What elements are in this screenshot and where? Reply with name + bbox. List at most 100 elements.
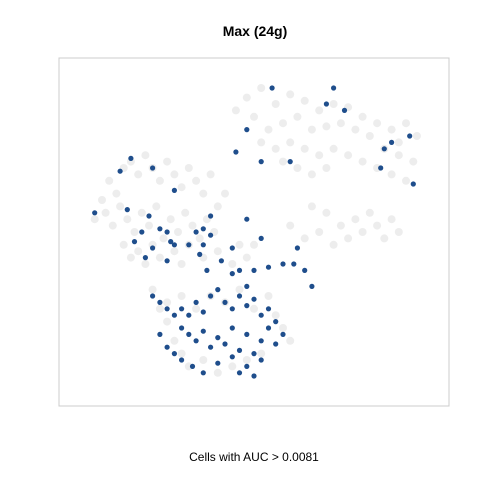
data-point — [389, 139, 395, 145]
data-point — [164, 344, 170, 350]
data-point — [141, 260, 150, 268]
data-point — [380, 234, 389, 243]
data-point — [208, 232, 214, 238]
data-point — [105, 176, 114, 185]
data-point — [286, 336, 295, 345]
data-point — [242, 253, 251, 262]
data-point — [329, 144, 338, 153]
data-point — [195, 234, 204, 243]
data-point — [164, 229, 170, 235]
data-point — [208, 293, 214, 299]
data-point — [128, 155, 134, 161]
data-point — [177, 260, 186, 268]
data-point — [150, 245, 156, 251]
data-point — [323, 101, 329, 107]
data-point — [231, 106, 240, 115]
data-point — [251, 351, 257, 357]
data-point — [163, 157, 172, 166]
data-point — [273, 341, 279, 347]
data-point — [90, 215, 99, 224]
data-point — [258, 357, 264, 363]
data-point — [250, 304, 258, 313]
data-point — [188, 221, 197, 230]
data-point — [258, 235, 264, 241]
data-point — [244, 331, 250, 337]
data-point — [271, 100, 280, 108]
data-point — [300, 234, 309, 243]
data-point — [213, 247, 222, 256]
data-point — [112, 189, 121, 198]
data-point — [341, 107, 348, 113]
data-point — [177, 292, 186, 300]
data-point — [186, 331, 192, 337]
data-point — [251, 373, 257, 379]
data-point — [271, 144, 280, 153]
data-point — [215, 335, 221, 341]
data-point — [222, 299, 228, 305]
data-point — [228, 362, 237, 371]
data-point — [145, 221, 153, 230]
data-point — [200, 242, 206, 248]
data-point — [235, 285, 244, 294]
data-point — [365, 208, 374, 217]
data-point — [170, 170, 179, 179]
data-point — [315, 106, 324, 115]
data-point — [257, 138, 266, 147]
data-point — [280, 331, 286, 337]
data-point — [329, 100, 338, 108]
data-point — [287, 159, 293, 165]
data-point — [265, 306, 272, 312]
data-point — [412, 132, 421, 140]
data-point — [229, 354, 235, 360]
data-point — [286, 90, 295, 99]
data-point — [171, 242, 177, 248]
data-point — [251, 267, 257, 273]
data-point — [200, 328, 206, 334]
data-point — [192, 176, 201, 185]
data-point — [186, 242, 192, 248]
data-point — [152, 202, 161, 211]
data-point — [329, 240, 338, 249]
data-point — [394, 151, 403, 160]
data-point — [242, 93, 251, 102]
data-point — [163, 317, 172, 326]
plot-panel — [58, 57, 450, 407]
data-point — [235, 240, 244, 249]
x-axis-label: Cells with AUC > 0.0081 — [189, 450, 319, 464]
data-point — [215, 360, 221, 366]
data-point — [200, 309, 206, 315]
data-point — [116, 202, 125, 211]
data-point — [387, 215, 396, 224]
data-point — [150, 165, 156, 171]
data-point — [159, 234, 168, 243]
data-point — [236, 267, 243, 273]
data-point — [193, 299, 199, 305]
data-point — [193, 229, 199, 235]
data-point — [322, 208, 331, 217]
data-point — [184, 164, 193, 172]
data-point — [117, 168, 123, 174]
data-point — [269, 85, 275, 91]
data-point — [229, 306, 235, 312]
data-point — [179, 325, 185, 331]
data-point — [258, 159, 264, 165]
data-point — [373, 119, 382, 128]
data-point — [251, 296, 257, 302]
data-point — [139, 229, 145, 235]
data-point — [192, 304, 201, 313]
data-point — [92, 210, 98, 216]
data-point — [236, 293, 243, 299]
data-point — [193, 338, 199, 344]
data-point — [279, 119, 287, 128]
data-point — [164, 306, 170, 312]
data-point — [137, 208, 146, 217]
data-point — [134, 247, 143, 256]
data-point — [279, 324, 287, 332]
data-point — [197, 251, 203, 257]
data-point — [229, 245, 235, 251]
data-point — [126, 253, 135, 262]
data-point — [228, 260, 237, 268]
data-point — [378, 165, 384, 171]
data-point — [258, 338, 264, 344]
